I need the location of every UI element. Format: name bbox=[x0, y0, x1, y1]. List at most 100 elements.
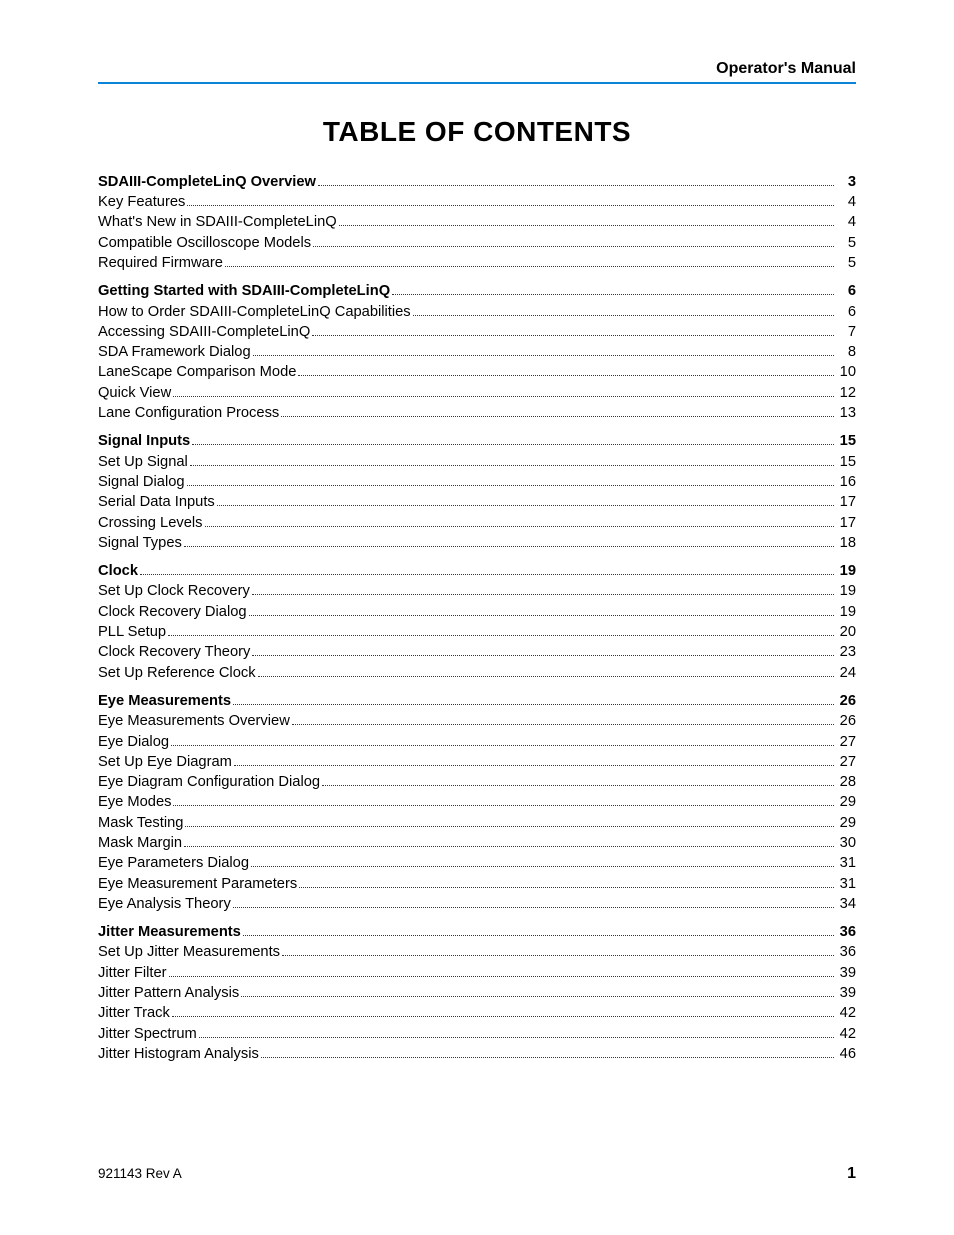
toc-leader-dots bbox=[243, 935, 834, 936]
toc-leader-dots bbox=[298, 375, 834, 376]
toc-item-row[interactable]: Eye Measurement Parameters31 bbox=[98, 874, 856, 894]
toc-item-label: Signal Dialog bbox=[98, 475, 185, 490]
toc-item-page: 46 bbox=[836, 1047, 856, 1062]
toc-item-row[interactable]: What's New in SDAIII-CompleteLinQ4 bbox=[98, 213, 856, 233]
toc-item-row[interactable]: Eye Measurements Overview 26 bbox=[98, 711, 856, 731]
toc-heading-row[interactable]: Getting Started with SDAIII-CompleteLinQ… bbox=[98, 281, 856, 301]
toc-section: Getting Started with SDAIII-CompleteLinQ… bbox=[98, 281, 856, 423]
toc-item-label: Required Firmware bbox=[98, 256, 223, 271]
toc-item-row[interactable]: Eye Modes 29 bbox=[98, 793, 856, 813]
toc-heading-row[interactable]: Jitter Measurements36 bbox=[98, 922, 856, 942]
toc-heading-row[interactable]: Clock19 bbox=[98, 561, 856, 581]
toc-item-row[interactable]: Jitter Filter39 bbox=[98, 963, 856, 983]
toc-item-page: 13 bbox=[836, 406, 856, 421]
toc-item-label: Eye Measurements Overview bbox=[98, 714, 290, 729]
toc-leader-dots bbox=[261, 1057, 834, 1058]
toc-leader-dots bbox=[413, 315, 834, 316]
toc-item-label: Compatible Oscilloscope Models bbox=[98, 236, 311, 251]
toc-item-row[interactable]: Mask Margin30 bbox=[98, 833, 856, 853]
toc-section: Signal Inputs15Set Up Signal15Signal Dia… bbox=[98, 432, 856, 554]
toc-item-label: Eye Modes bbox=[98, 795, 171, 810]
toc-item-page: 17 bbox=[836, 516, 856, 531]
toc-leader-dots bbox=[282, 955, 834, 956]
toc-item-row[interactable]: Clock Recovery Dialog19 bbox=[98, 602, 856, 622]
toc-item-label: Crossing Levels bbox=[98, 516, 203, 531]
toc-item-page: 31 bbox=[836, 856, 856, 871]
toc-item-row[interactable]: Clock Recovery Theory23 bbox=[98, 643, 856, 663]
toc-item-page: 16 bbox=[836, 475, 856, 490]
toc-leader-dots bbox=[140, 574, 834, 575]
toc-item-label: Set Up Reference Clock bbox=[98, 666, 256, 681]
manual-label: Operator's Manual bbox=[98, 60, 856, 78]
toc-leader-dots bbox=[185, 826, 834, 827]
toc-item-page: 39 bbox=[836, 966, 856, 981]
toc-item-row[interactable]: LaneScape Comparison Mode 10 bbox=[98, 363, 856, 383]
toc-item-row[interactable]: Required Firmware 5 bbox=[98, 253, 856, 273]
toc-heading-row[interactable]: Signal Inputs15 bbox=[98, 432, 856, 452]
toc-heading-page: 15 bbox=[836, 434, 856, 449]
toc-leader-dots bbox=[318, 185, 834, 186]
toc-item-page: 27 bbox=[836, 735, 856, 750]
toc-item-row[interactable]: Crossing Levels 17 bbox=[98, 513, 856, 533]
toc-item-row[interactable]: Quick View12 bbox=[98, 383, 856, 403]
toc-item-page: 36 bbox=[836, 945, 856, 960]
toc-item-row[interactable]: SDA Framework Dialog8 bbox=[98, 342, 856, 362]
toc-item-row[interactable]: Jitter Track42 bbox=[98, 1004, 856, 1024]
toc-item-row[interactable]: Set Up Reference Clock 24 bbox=[98, 663, 856, 683]
toc-leader-dots bbox=[253, 355, 834, 356]
toc-item-page: 4 bbox=[836, 215, 856, 230]
toc-section: Eye Measurements26Eye Measurements Overv… bbox=[98, 691, 856, 914]
toc-item-row[interactable]: Lane Configuration Process 13 bbox=[98, 403, 856, 423]
toc-item-row[interactable]: Set Up Clock Recovery19 bbox=[98, 582, 856, 602]
toc-item-page: 29 bbox=[836, 795, 856, 810]
toc-item-row[interactable]: Mask Testing29 bbox=[98, 813, 856, 833]
toc-leader-dots bbox=[172, 1016, 834, 1017]
toc-item-row[interactable]: Eye Parameters Dialog31 bbox=[98, 854, 856, 874]
toc-item-row[interactable]: Jitter Histogram Analysis46 bbox=[98, 1044, 856, 1064]
toc-item-label: SDA Framework Dialog bbox=[98, 345, 251, 360]
toc-item-label: Jitter Track bbox=[98, 1006, 170, 1021]
header-region: Operator's Manual bbox=[98, 60, 856, 84]
toc-item-page: 20 bbox=[836, 625, 856, 640]
toc-item-label: Mask Testing bbox=[98, 816, 183, 831]
toc-item-row[interactable]: Jitter Spectrum42 bbox=[98, 1024, 856, 1044]
toc-heading-row[interactable]: Eye Measurements26 bbox=[98, 691, 856, 711]
toc-item-row[interactable]: Set Up Jitter Measurements36 bbox=[98, 943, 856, 963]
toc-leader-dots bbox=[299, 887, 834, 888]
toc-item-row[interactable]: Jitter Pattern Analysis39 bbox=[98, 983, 856, 1003]
toc-item-label: Lane Configuration Process bbox=[98, 406, 279, 421]
toc-item-row[interactable]: Accessing SDAIII-CompleteLinQ7 bbox=[98, 322, 856, 342]
toc-item-row[interactable]: Key Features4 bbox=[98, 192, 856, 212]
toc-item-label: LaneScape Comparison Mode bbox=[98, 365, 296, 380]
toc-item-page: 5 bbox=[836, 256, 856, 271]
toc-item-row[interactable]: Eye Analysis Theory34 bbox=[98, 894, 856, 914]
toc-item-row[interactable]: Set Up Signal15 bbox=[98, 452, 856, 472]
toc-item-page: 12 bbox=[836, 386, 856, 401]
toc-heading-page: 36 bbox=[836, 925, 856, 940]
toc-leader-dots bbox=[252, 655, 834, 656]
toc-item-page: 26 bbox=[836, 714, 856, 729]
toc-leader-dots bbox=[281, 416, 834, 417]
toc-item-row[interactable]: Compatible Oscilloscope Models5 bbox=[98, 233, 856, 253]
toc-item-page: 4 bbox=[836, 195, 856, 210]
toc-item-row[interactable]: Signal Types18 bbox=[98, 533, 856, 553]
toc-item-row[interactable]: How to Order SDAIII-CompleteLinQ Capabil… bbox=[98, 302, 856, 322]
toc-item-row[interactable]: Signal Dialog 16 bbox=[98, 472, 856, 492]
toc-heading-row[interactable]: SDAIII-CompleteLinQ Overview3 bbox=[98, 172, 856, 192]
toc-item-page: 28 bbox=[836, 775, 856, 790]
toc-item-page: 10 bbox=[836, 365, 856, 380]
toc-item-label: Set Up Signal bbox=[98, 455, 188, 470]
toc-section: Jitter Measurements36Set Up Jitter Measu… bbox=[98, 922, 856, 1064]
toc-item-page: 24 bbox=[836, 666, 856, 681]
toc-heading-label: Clock bbox=[98, 564, 138, 579]
toc-leader-dots bbox=[169, 976, 834, 977]
toc-item-row[interactable]: PLL Setup20 bbox=[98, 622, 856, 642]
toc-item-row[interactable]: Set Up Eye Diagram27 bbox=[98, 752, 856, 772]
toc-item-row[interactable]: Eye Diagram Configuration Dialog28 bbox=[98, 772, 856, 792]
toc-item-page: 30 bbox=[836, 836, 856, 851]
toc-heading-page: 26 bbox=[836, 694, 856, 709]
toc-item-page: 17 bbox=[836, 495, 856, 510]
toc-item-row[interactable]: Serial Data Inputs17 bbox=[98, 492, 856, 512]
toc-item-row[interactable]: Eye Dialog27 bbox=[98, 732, 856, 752]
toc-leader-dots bbox=[312, 335, 834, 336]
